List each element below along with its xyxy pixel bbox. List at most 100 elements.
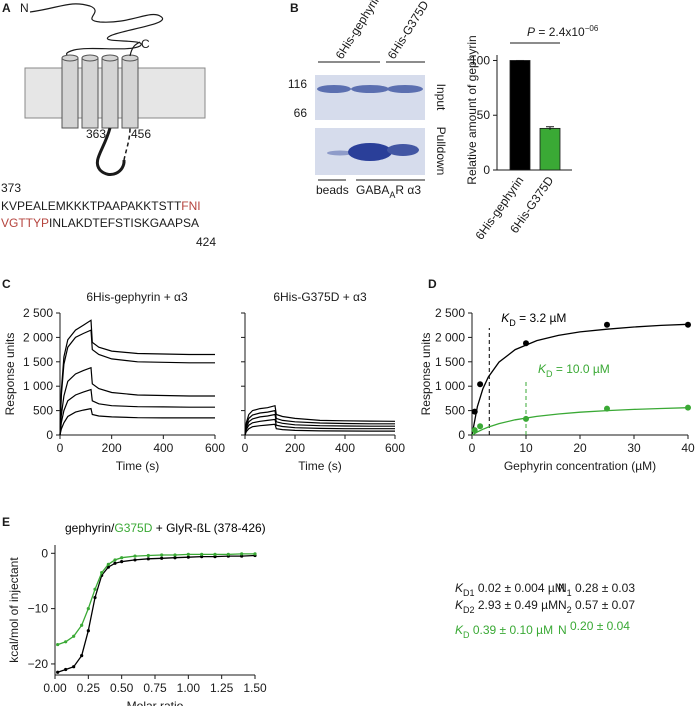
y-tick-label: 2 500 (23, 306, 53, 320)
dissociation-constant: KD2 2.93 ± 0.49 µM (455, 598, 558, 615)
data-point (133, 558, 137, 562)
chart-title: gephyrin/G375D + GlyR-ßL (378-426) (65, 521, 266, 535)
text-part: N (558, 623, 567, 637)
text-part: 1 (567, 588, 572, 598)
gel-input (315, 75, 425, 120)
x-tick-label: 400 (153, 441, 173, 455)
gel-panel-label: Input (434, 84, 448, 111)
data-point (56, 670, 60, 674)
x-tick-label: 0.50 (110, 681, 134, 695)
y-axis-label: Response units (3, 333, 17, 416)
kd-label: KD = 10.0 µM (538, 362, 610, 379)
x-tick-label: 200 (102, 441, 122, 455)
data-point (72, 634, 76, 638)
lane-label: 6His-G375D (385, 0, 432, 62)
data-point (604, 405, 610, 412)
sensorgram (244, 404, 396, 436)
x-axis-label: Time (s) (298, 459, 342, 473)
stoichiometry: N1 0.28 ± 0.03 (558, 581, 635, 598)
x-tick-label: 600 (205, 441, 225, 455)
data-point (240, 552, 244, 556)
data-point (106, 562, 110, 566)
text-part: 0.02 ± 0.004 µM (475, 581, 565, 595)
c-terminal (129, 41, 141, 57)
gel (315, 61, 425, 181)
x-tick-label: 10 (519, 441, 533, 455)
dissociation-constant: KD 0.39 ± 0.10 µM (455, 623, 553, 640)
y-axis-label: kcal/mol of injectant (7, 557, 21, 663)
data-point (72, 665, 76, 669)
y-tick-label: 100 (470, 53, 490, 67)
stoichiometry: N2 0.57 ± 0.07 (558, 598, 635, 615)
residue: 363 (86, 127, 106, 141)
data-point (64, 667, 68, 672)
text-part: K (455, 623, 464, 637)
sequence-segment: INLAKDTEFSTISKGAAPSA (49, 216, 199, 230)
sequence-segment: VGTTYP (1, 216, 49, 230)
gel-panel-label: Pulldown (434, 127, 448, 176)
sensorgram (244, 418, 395, 436)
data-point (186, 552, 190, 557)
y-tick-label: 50 (477, 108, 491, 122)
dissociation-constant: KD1 0.02 ± 0.004 µM (455, 581, 565, 598)
text-part: D2 (463, 605, 475, 615)
chart-title: 6His-gephyrin + α3 (86, 290, 188, 304)
x-tick-label: 600 (385, 441, 405, 455)
y-tick-label: −10 (28, 602, 49, 616)
residue: 456 (131, 127, 151, 141)
sensorgram (59, 329, 215, 436)
text-part: gephyrin/ (65, 521, 115, 535)
data-point (86, 629, 90, 633)
helix (101, 57, 119, 129)
data-point (64, 640, 68, 644)
data-point (146, 557, 150, 561)
n-terminal-loop (29, 3, 164, 59)
text-part: K (538, 362, 547, 376)
sensorgram (244, 409, 395, 436)
y-tick-label: 1 000 (23, 379, 53, 393)
sequence-segment: FNI (181, 199, 200, 213)
data-point (253, 552, 257, 556)
lane-label: 6His-gephyrin (333, 0, 384, 62)
loop-dashed (123, 127, 131, 161)
x-tick-label: 0.25 (77, 681, 101, 695)
sequence-line: KVPEALEMKKKTPAAPAKKTSTTFNI (1, 199, 201, 213)
text-part: D1 (463, 588, 475, 598)
x-tick-label: 0.00 (43, 681, 67, 695)
helix (81, 57, 99, 129)
loop-solid (95, 127, 126, 176)
data-point (93, 587, 97, 591)
y-tick-label: 0 (41, 546, 48, 560)
text-part: + GlyR-ßL (378-426) (152, 521, 265, 535)
x-axis-label: Molar ratio (127, 699, 184, 706)
data-point (56, 642, 60, 647)
helices (61, 54, 139, 129)
x-tick-label: 0 (469, 441, 476, 455)
data-point (86, 607, 90, 611)
sensorgram (244, 423, 395, 436)
y-tick-label: 0 (458, 428, 465, 442)
x-axis-label: Gephyrin concentration (µM) (504, 459, 656, 473)
text-part: R α3 (395, 183, 421, 197)
data-point (160, 556, 164, 560)
text-part: K (455, 581, 464, 595)
data-point (226, 552, 230, 557)
mw-marker: 66 (294, 106, 308, 120)
data-point (120, 559, 124, 564)
data-point (471, 408, 478, 415)
fit-curve (57, 554, 256, 673)
x-tick-label: 0 (242, 441, 249, 455)
data-point (120, 556, 124, 560)
y-tick-label: 1 500 (435, 355, 465, 369)
text-part: 0.20 ± 0.04 (567, 619, 631, 633)
text-part: K (455, 598, 464, 612)
text-part: P (527, 25, 535, 39)
chart-title: 6His-G375D + α3 (273, 290, 367, 304)
lane-group: GABAAR α3 (356, 183, 421, 200)
helix (61, 57, 79, 129)
panel-label: E (2, 515, 10, 529)
data-point (100, 571, 104, 575)
data-point (200, 552, 204, 557)
x-tick-label: 0 (57, 441, 64, 455)
